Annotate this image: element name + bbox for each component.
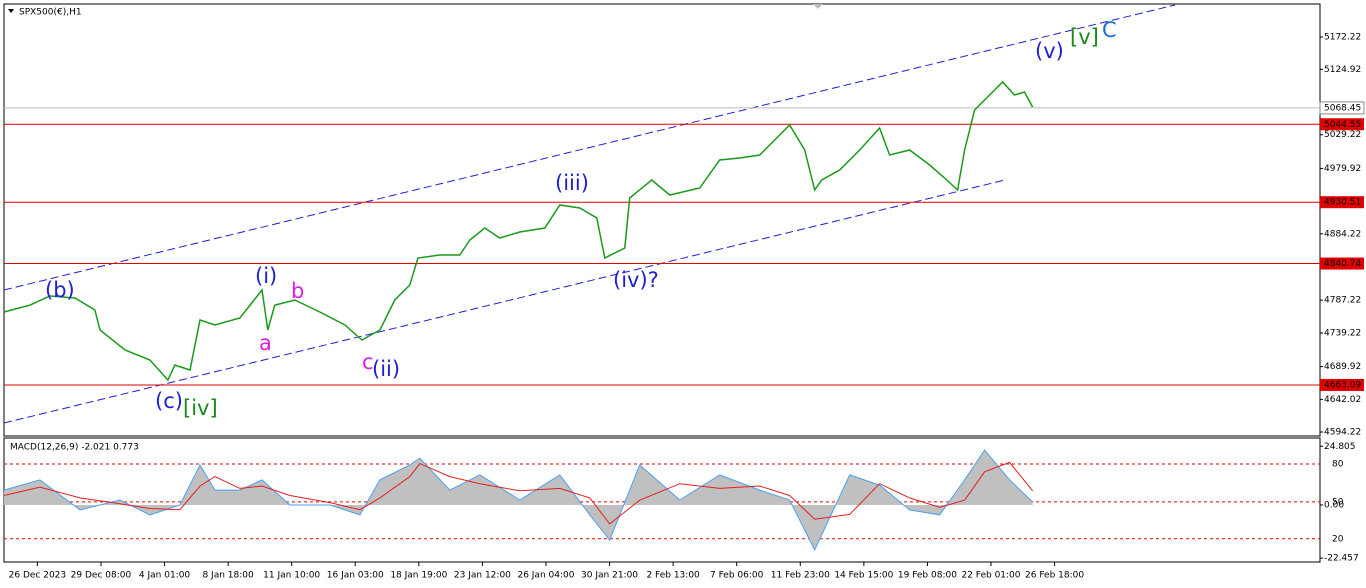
current-price-box [1319, 101, 1365, 115]
level-label: 4663.09 [1324, 380, 1361, 390]
x-tick-label: 26 Feb 18:00 [1025, 571, 1084, 581]
wave-label: (b) [45, 278, 75, 302]
title-arrow [8, 9, 14, 13]
y-tick-label: 24.805 [1324, 442, 1356, 452]
price-line [3, 80, 1034, 382]
x-tick-label: 18 Jan 19:00 [390, 571, 447, 581]
x-tick-label: 30 Jan 21:00 [581, 571, 638, 581]
x-tick-label: 8 Jan 18:00 [202, 571, 254, 581]
level-box [1320, 118, 1364, 131]
x-tick-label: 4 Jan 01:00 [139, 571, 191, 581]
wave-label: (iv)? [613, 268, 659, 292]
y-tick-label: 4787.22 [1324, 296, 1361, 306]
wave-label: C [1102, 18, 1117, 42]
x-tick-label: 29 Dec 08:00 [71, 571, 132, 581]
wave-label: b [291, 279, 304, 303]
y-tick-label: 4642.02 [1324, 395, 1361, 405]
x-tick-label: 16 Jan 03:00 [327, 571, 384, 581]
y-tick-label: 4689.92 [1324, 362, 1361, 372]
wave-label: (v) [1035, 39, 1064, 63]
level-label: 4840.74 [1324, 259, 1361, 269]
main-panel [3, 3, 1321, 437]
y-tick-label: 4594.22 [1324, 428, 1361, 438]
x-tick-label: 22 Feb 01:00 [961, 571, 1020, 581]
wave-label: (iii) [555, 171, 589, 195]
wave-label: [v] [1070, 25, 1099, 49]
current-price-label: 5068.45 [1324, 103, 1361, 113]
channel-upper [3, 4, 1176, 291]
level-box [1320, 257, 1364, 270]
wave-label: (c) [155, 389, 183, 413]
x-tick-label: 19 Feb 08:00 [898, 571, 957, 581]
macd-line [3, 461, 1033, 525]
y-tick-label: 5172.22 [1324, 32, 1361, 42]
y-tick-label: -22.457 [1324, 554, 1359, 564]
wave-label: c [362, 350, 374, 374]
level-label: 80 [1332, 460, 1344, 470]
x-tick-label: 2 Feb 13:00 [646, 571, 700, 581]
y-tick-label: 4739.22 [1324, 328, 1361, 338]
y-tick-label: 0.00 [1324, 500, 1344, 510]
y-tick-label: 5124.92 [1324, 65, 1361, 75]
macd-area [4, 450, 1033, 550]
chart-title: SPX500(€),H1 [19, 8, 82, 18]
macd-title: MACD(12,26,9) -2.021 0.773 [10, 443, 139, 453]
wave-label: (ii) [372, 357, 400, 381]
wave-label: [iv] [183, 396, 218, 420]
channel-lower [3, 179, 1006, 424]
x-tick-label: 26 Dec 2023 [9, 571, 67, 581]
x-tick-label: 14 Feb 15:00 [834, 571, 893, 581]
x-tick-label: 11 Jan 10:00 [263, 571, 320, 581]
shift-marker [813, 4, 823, 9]
level-label: 20 [1332, 534, 1344, 544]
y-tick-label: 4884.22 [1324, 229, 1361, 239]
wave-label: a [259, 331, 272, 355]
wave-label: (i) [255, 264, 277, 288]
x-tick-label: 23 Jan 12:00 [454, 571, 511, 581]
level-box [1320, 378, 1364, 391]
y-tick-label: 5029.22 [1324, 130, 1361, 140]
x-tick-label: 7 Feb 06:00 [710, 571, 764, 581]
level-label: 5044.55 [1324, 120, 1361, 130]
level-label: 4930.51 [1324, 198, 1361, 208]
level-label: 50 [1332, 497, 1344, 507]
x-tick-label: 11 Feb 23:00 [771, 571, 830, 581]
y-tick-label: 4979.92 [1324, 164, 1361, 174]
x-tick-label: 26 Jan 04:00 [517, 571, 574, 581]
level-box [1320, 196, 1364, 209]
